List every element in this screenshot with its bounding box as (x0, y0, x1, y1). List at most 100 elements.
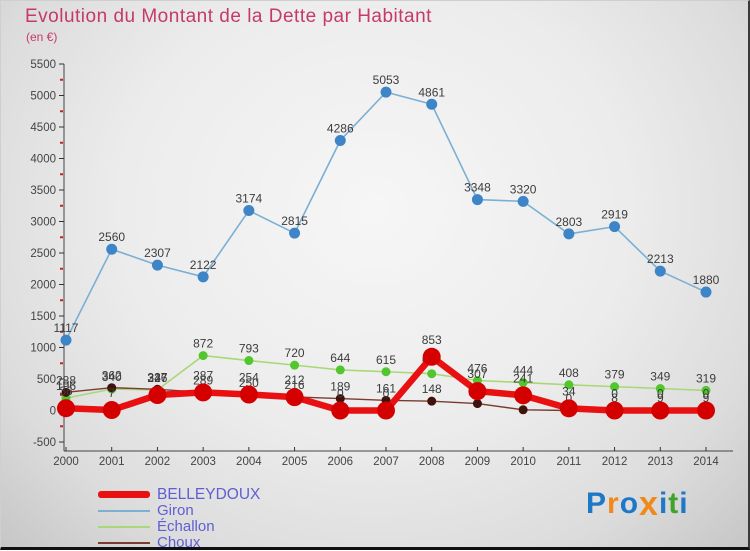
data-label: 2307 (144, 246, 171, 260)
data-point (244, 356, 254, 366)
data-point (563, 228, 575, 240)
data-label: 0 (611, 387, 618, 401)
data-point (518, 378, 528, 388)
data-point (57, 399, 75, 418)
data-label: 4286 (327, 121, 354, 135)
y-tick-label: 5500 (30, 59, 56, 71)
data-label: 148 (422, 382, 442, 396)
data-point (102, 401, 121, 420)
data-label: 2803 (556, 215, 583, 229)
data-point (700, 286, 712, 298)
legend-label: Giron (157, 502, 194, 519)
legend-item-belleydoux: BELLEYDOUX (98, 487, 260, 502)
data-label: 853 (422, 333, 442, 347)
data-point (605, 401, 624, 420)
x-tick-label: 2006 (327, 456, 353, 468)
chart-canvas: -500050010001500200025003000350040004500… (30, 59, 733, 468)
data-label: 327 (147, 371, 167, 385)
data-point (655, 384, 665, 394)
data-label: 3348 (464, 181, 491, 195)
data-point (701, 385, 711, 395)
data-label: 476 (467, 362, 487, 376)
logo-letter: r (607, 487, 620, 520)
line-chart: -500 0 500 1000 1500 2000 2500 3000 3500 4000 4500… (1, 1, 750, 484)
data-label: 307 (467, 367, 487, 381)
legend-swatch-echallon (98, 525, 150, 528)
data-label: 3320 (510, 182, 537, 196)
x-tick-label: 2001 (99, 456, 125, 468)
x-tick-label: 2014 (693, 456, 719, 468)
data-label: 5053 (373, 73, 400, 87)
data-label: 241 (513, 371, 533, 385)
legend-item-giron: Giron (98, 503, 260, 518)
data-point (239, 385, 258, 404)
data-point (194, 383, 213, 402)
data-label: 444 (513, 364, 533, 378)
data-label: 340 (102, 370, 122, 384)
data-label: 289 (193, 373, 213, 387)
data-label: 1117 (54, 321, 79, 335)
data-label: 4861 (418, 85, 445, 99)
data-label: 36 (59, 384, 73, 398)
data-point (517, 195, 529, 207)
data-label: 0 (657, 387, 664, 401)
data-label: 2560 (98, 230, 125, 244)
data-point (107, 383, 117, 393)
x-tick-label: 2007 (373, 456, 399, 468)
data-point (651, 401, 670, 420)
data-point (564, 380, 574, 390)
data-point (335, 394, 345, 404)
legend-item-echallon: Échallon (98, 519, 260, 534)
data-label: 872 (193, 337, 213, 351)
logo-letter: P (586, 487, 608, 520)
legend-label: Échallon (157, 518, 215, 535)
logo-letter: i (658, 487, 669, 520)
data-point (472, 399, 482, 409)
legend-label: BELLEYDOUX (157, 486, 261, 503)
data-label: 349 (650, 370, 670, 384)
x-tick-label: 2000 (53, 456, 79, 468)
series-Giron: 1117 2560 2307 2122 3174 2815 4286 5053 4861 3348… (54, 73, 720, 346)
data-label: 379 (605, 368, 625, 382)
y-tick-label: 4000 (30, 154, 56, 166)
data-label: 254 (239, 370, 259, 384)
data-point (198, 351, 208, 361)
x-tick-label: 2002 (145, 456, 171, 468)
data-label: 362 (102, 369, 122, 383)
data-point (559, 399, 578, 418)
data-point (697, 401, 715, 420)
data-label: 8 (611, 391, 618, 405)
y-tick-label: 3000 (30, 217, 56, 229)
series-Échallon: 1963403278727937206446155844764444083793… (56, 337, 716, 403)
y-tick-label: 1000 (30, 343, 56, 355)
legend-label: Choux (157, 534, 201, 551)
data-point (468, 382, 487, 401)
data-point (243, 205, 255, 217)
x-tick-label: 2005 (282, 456, 308, 468)
y-tick-label: -500 (33, 437, 56, 449)
data-label: 189 (330, 380, 350, 394)
x-tick-label: 2008 (419, 456, 445, 468)
data-label: 3174 (236, 192, 263, 206)
data-point (427, 396, 437, 406)
legend-swatch-giron (98, 509, 150, 512)
data-point (335, 365, 345, 375)
data-point (514, 386, 533, 405)
data-label: 288 (56, 373, 76, 387)
data-point (334, 134, 346, 146)
chart-subtitle: (en €) (26, 30, 58, 44)
legend-swatch-choux (98, 541, 150, 544)
data-label: 2919 (601, 208, 628, 222)
y-tick-label: 4500 (30, 122, 56, 134)
data-label: 793 (239, 342, 259, 356)
data-point (61, 387, 71, 397)
data-label: 212 (285, 373, 305, 387)
data-point (610, 382, 620, 392)
x-tick-label: 2004 (236, 456, 262, 468)
data-point (377, 401, 395, 420)
data-label: 0 (703, 387, 710, 401)
data-label: 161 (376, 381, 396, 395)
data-point (290, 360, 300, 370)
